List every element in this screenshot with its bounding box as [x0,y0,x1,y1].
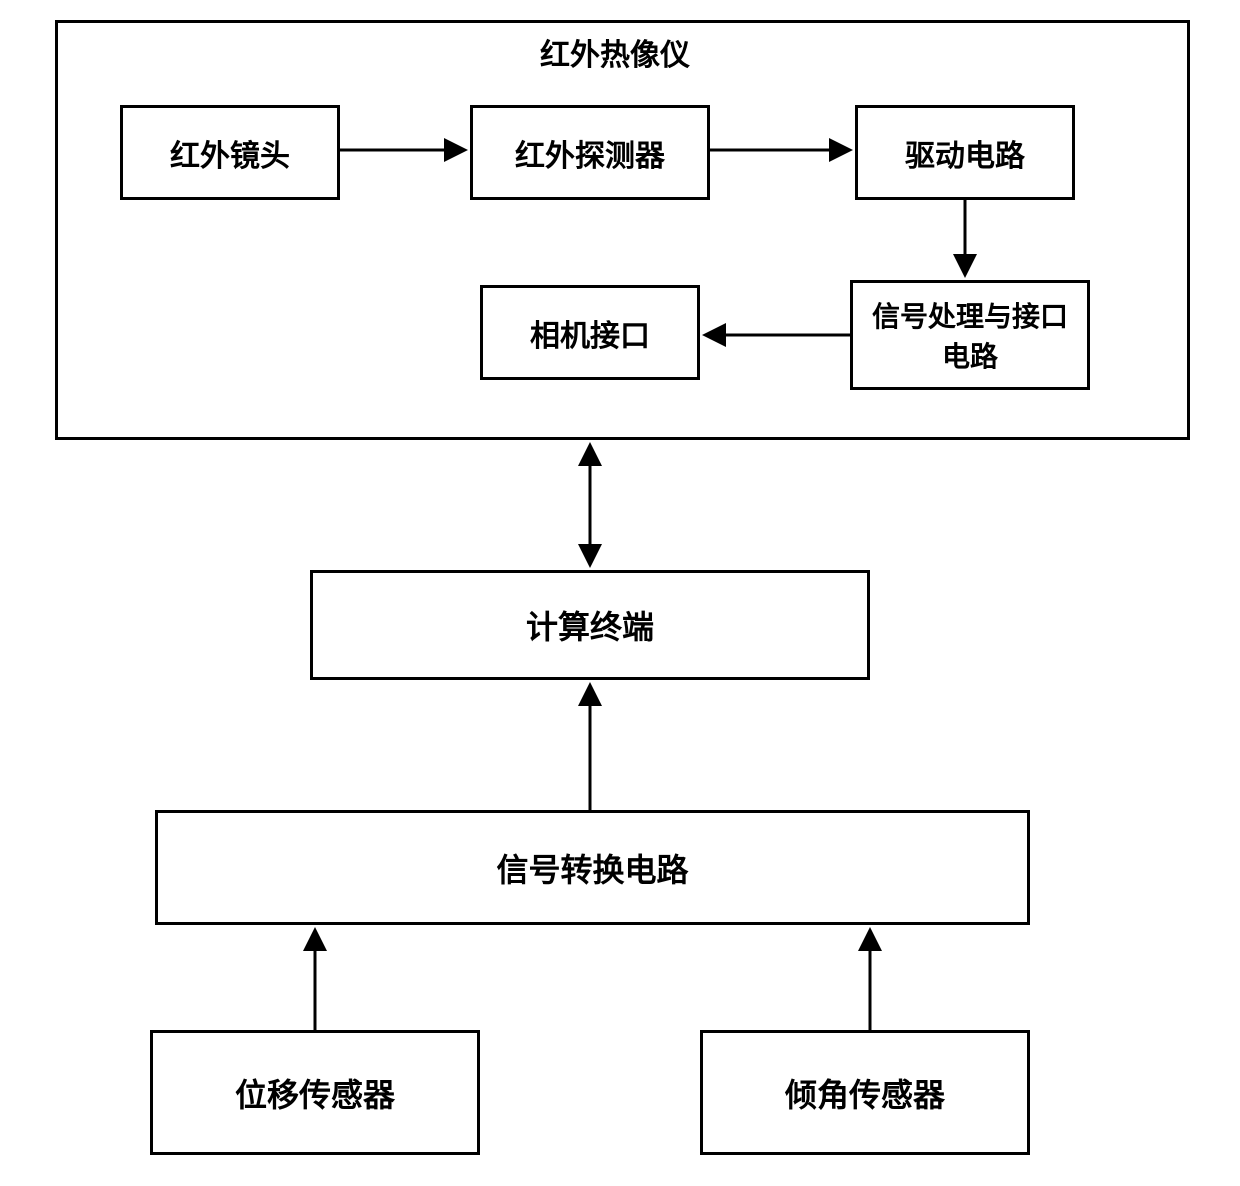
node-detector-label: 红外探测器 [515,131,665,175]
node-camera-interface-label: 相机接口 [530,311,650,355]
node-driver: 驱动电路 [855,105,1075,200]
node-driver-label: 驱动电路 [905,131,1025,175]
node-camera-interface: 相机接口 [480,285,700,380]
node-displacement-sensor-label: 位移传感器 [235,1070,395,1116]
node-converter: 信号转换电路 [155,810,1030,925]
node-displacement-sensor: 位移传感器 [150,1030,480,1155]
node-terminal-label: 计算终端 [526,602,654,648]
node-lens-label: 红外镜头 [170,131,290,175]
node-signal-processing: 信号处理与接口电路 [850,280,1090,390]
node-terminal: 计算终端 [310,570,870,680]
node-lens: 红外镜头 [120,105,340,200]
node-signal-processing-label: 信号处理与接口电路 [863,295,1077,375]
outer-box-title: 红外热像仪 [540,30,690,74]
diagram-container: 红外热像仪 红外镜头 红外探测器 驱动电路 相机接口 信号处理与接口电路 计算终… [0,0,1240,1186]
node-converter-label: 信号转换电路 [496,845,688,891]
node-tilt-sensor: 倾角传感器 [700,1030,1030,1155]
node-tilt-sensor-label: 倾角传感器 [785,1070,945,1116]
node-detector: 红外探测器 [470,105,710,200]
